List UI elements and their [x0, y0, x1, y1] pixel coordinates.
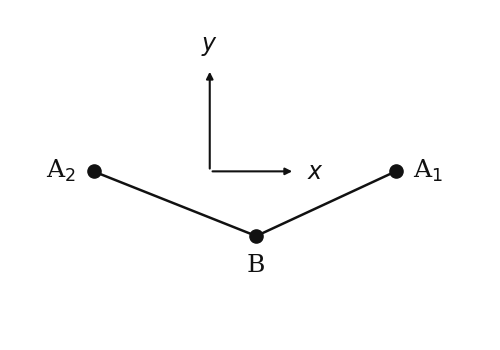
Point — [252, 233, 260, 239]
Text: A$_1$: A$_1$ — [413, 158, 443, 184]
Text: $x$: $x$ — [306, 161, 324, 184]
Point — [392, 169, 400, 174]
Point — [90, 169, 98, 174]
Text: B: B — [247, 253, 266, 276]
Text: $y$: $y$ — [202, 35, 218, 58]
Text: A$_2$: A$_2$ — [46, 158, 76, 184]
